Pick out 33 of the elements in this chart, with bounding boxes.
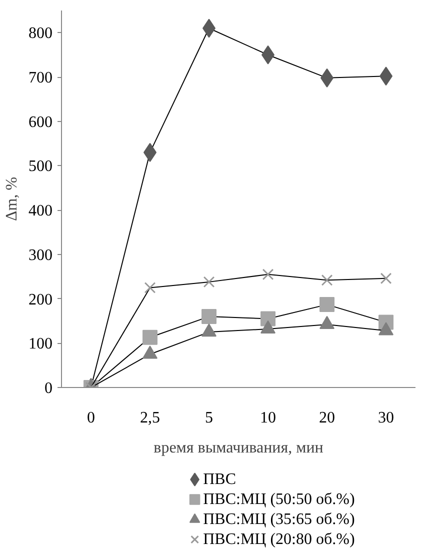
x-tick-label: 10	[260, 410, 276, 426]
x-tick-label: 5	[205, 410, 213, 426]
x-axis-title: время вымачивания, мин	[154, 440, 324, 456]
x-tick-label: 0	[87, 410, 95, 426]
y-tick-label: 200	[28, 291, 52, 308]
point	[144, 282, 156, 294]
point	[380, 272, 392, 284]
legend-label: ПВС:МЦ (20:80 об.%)	[203, 531, 355, 548]
y-tick-label: 600	[28, 114, 52, 131]
point	[320, 316, 334, 330]
x-tick-label: 20	[319, 410, 335, 426]
point	[142, 330, 158, 345]
x-tick-label: 2,5	[140, 410, 160, 426]
y-tick-label: 300	[28, 246, 52, 264]
y-tick-label: 800	[28, 25, 52, 42]
point	[202, 309, 216, 324]
point	[320, 297, 334, 312]
y-tick-label: 700	[28, 70, 52, 87]
x-tick-label: 30	[378, 410, 394, 426]
point	[203, 276, 215, 288]
point	[378, 322, 394, 336]
legend-label: ПВС	[203, 471, 236, 488]
point	[262, 268, 274, 280]
y-tick-label: 100	[28, 336, 52, 353]
y-tick-label: 0	[44, 380, 52, 397]
y-axis-title: Δm, %	[4, 176, 20, 222]
legend-label: ПВС:МЦ (50:50 об.%)	[203, 491, 355, 508]
point	[202, 323, 216, 337]
y-tick-label: 400	[28, 202, 52, 220]
point	[321, 274, 333, 286]
y-tick-label: 500	[28, 158, 52, 176]
legend-label: ПВС:МЦ (35:65 об.%)	[203, 511, 355, 528]
point	[142, 346, 158, 359]
